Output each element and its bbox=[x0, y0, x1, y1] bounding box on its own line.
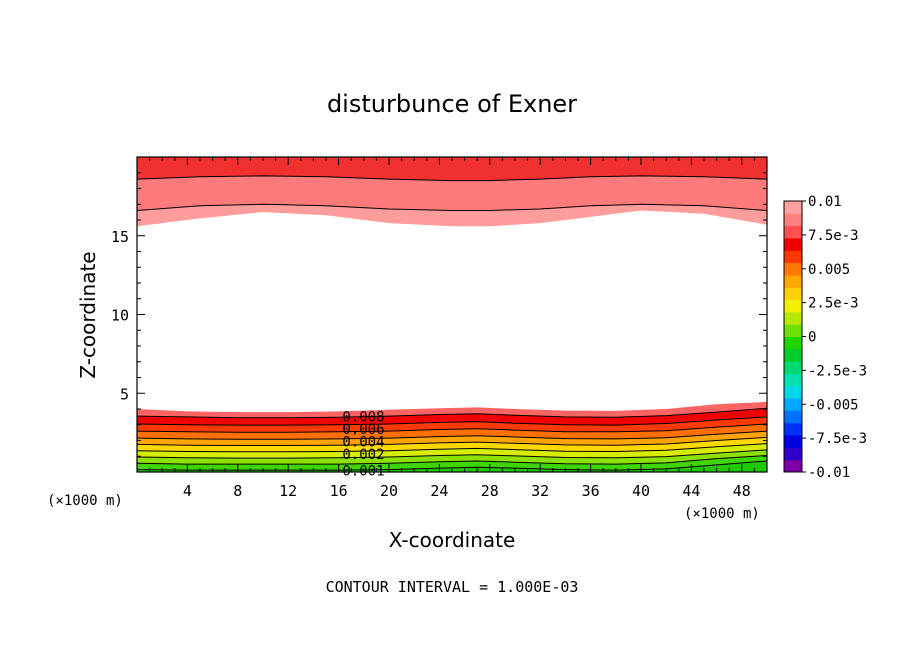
colorbar-tick-label: -0.005 bbox=[808, 397, 859, 413]
contour-fill-band bbox=[137, 204, 767, 227]
colorbar-swatch bbox=[784, 422, 802, 436]
colorbar-swatch bbox=[784, 274, 802, 288]
contour-fill-band bbox=[137, 437, 767, 452]
colorbar-swatch bbox=[784, 287, 802, 301]
colorbar-swatch bbox=[784, 348, 802, 362]
contour-line bbox=[136, 423, 768, 433]
contour-line bbox=[136, 455, 768, 465]
contour-line bbox=[136, 443, 768, 453]
colorbar-swatch bbox=[784, 410, 802, 424]
y-tick-label: 15 bbox=[111, 228, 129, 246]
colorbar-tick-label: -0.01 bbox=[808, 465, 850, 481]
x-scale-label-left: (×1000 m) bbox=[47, 493, 123, 509]
y-tick-label: 5 bbox=[120, 385, 129, 403]
contour-fill-band bbox=[137, 157, 767, 181]
contour-fill-band bbox=[137, 416, 767, 433]
colorbar-swatch bbox=[784, 447, 802, 461]
colorbar-swatch bbox=[784, 398, 802, 411]
colorbar-swatch bbox=[784, 299, 802, 313]
colorbar-swatch bbox=[784, 459, 802, 473]
colorbar-tick-label: 0.01 bbox=[808, 194, 842, 210]
colorbar-swatch bbox=[784, 373, 802, 387]
colorbar-swatch bbox=[784, 213, 802, 227]
x-tick-label: 36 bbox=[582, 482, 600, 500]
x-tick-label: 4 bbox=[183, 482, 192, 500]
x-tick-label: 32 bbox=[531, 482, 549, 500]
contour-line bbox=[136, 449, 768, 459]
contour-line bbox=[136, 416, 768, 426]
colorbar-swatch bbox=[784, 250, 802, 264]
contour-fill-band bbox=[137, 424, 767, 440]
contour-line bbox=[136, 203, 768, 211]
colorbar: 0.01 7.5e-3 0.005 2.5e-3 0 -2.5e-3 -0.005 -7.5e… bbox=[783, 194, 867, 481]
contour-line bbox=[136, 436, 768, 446]
colorbar-tick-label: 7.5e-3 bbox=[808, 228, 859, 244]
colorbar-swatch bbox=[784, 361, 802, 374]
contour-line bbox=[136, 430, 768, 440]
x-tick-label: 40 bbox=[632, 482, 650, 500]
colorbar-swatch bbox=[784, 435, 802, 448]
contour-fill-band bbox=[137, 408, 767, 426]
colorbar-swatch bbox=[784, 311, 802, 325]
x-tick-label: 28 bbox=[481, 482, 499, 500]
colorbar-swatch bbox=[784, 336, 802, 350]
contour-line bbox=[136, 460, 768, 471]
y-tick-label: 10 bbox=[111, 307, 129, 325]
colorbar-swatch bbox=[784, 385, 802, 399]
colorbar-tick-label: -2.5e-3 bbox=[808, 363, 867, 379]
contour-fill-band bbox=[137, 431, 767, 446]
colorbar-tick-label: 0.005 bbox=[808, 262, 850, 278]
x-tick-label: 20 bbox=[380, 482, 398, 500]
x-tick-label: 16 bbox=[330, 482, 348, 500]
contour-line bbox=[136, 175, 768, 182]
colorbar-tick-label: -7.5e-3 bbox=[808, 431, 867, 447]
contour-fill-band bbox=[137, 175, 767, 211]
colorbar-swatch bbox=[784, 262, 802, 276]
chart-title: disturbunce of Exner bbox=[327, 90, 577, 118]
colorbar-tick-label: 2.5e-3 bbox=[808, 296, 859, 312]
x-tick-label: 44 bbox=[682, 482, 700, 500]
colorbar-tick-label: 0 bbox=[808, 330, 816, 346]
x-tick-label: 24 bbox=[430, 482, 448, 500]
colorbar-swatch bbox=[784, 201, 802, 214]
x-tick-label: 48 bbox=[733, 482, 751, 500]
contour-fill-band bbox=[137, 455, 767, 471]
contour-label: 0.008 bbox=[342, 409, 384, 425]
contour-interval-note: CONTOUR INTERVAL = 1.000E-03 bbox=[326, 578, 579, 596]
colorbar-swatch bbox=[784, 237, 802, 251]
contour-label: 0.006 bbox=[342, 422, 384, 438]
x-axis-label: X-coordinate bbox=[389, 528, 516, 552]
contour-fill-band bbox=[137, 443, 767, 459]
contour-label: 0.002 bbox=[342, 447, 384, 463]
x-tick-label: 12 bbox=[279, 482, 297, 500]
contour-fill-band bbox=[137, 449, 767, 465]
colorbar-swatch bbox=[784, 324, 802, 337]
colorbar-swatch bbox=[784, 225, 802, 239]
x-tick-label: 8 bbox=[233, 482, 242, 500]
contour-fill-band bbox=[137, 401, 767, 418]
x-scale-label-right: (×1000 m) bbox=[684, 506, 760, 522]
contour-label: 0.004 bbox=[342, 435, 384, 451]
contour-line bbox=[136, 407, 768, 419]
y-axis-label: Z-coordinate bbox=[76, 251, 100, 378]
